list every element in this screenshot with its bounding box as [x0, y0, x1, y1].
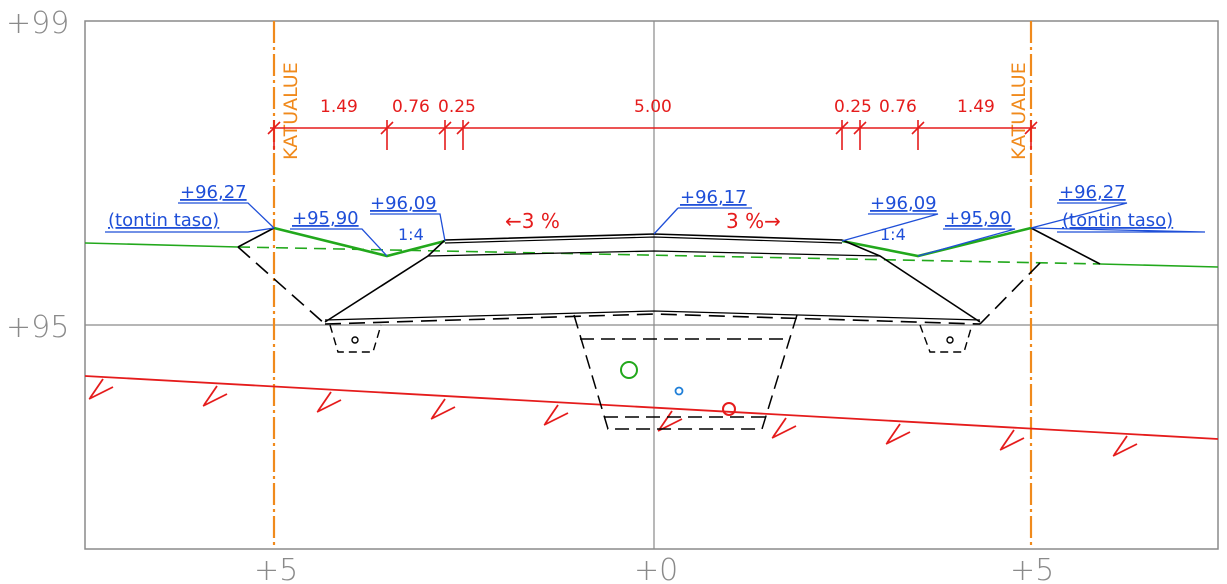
elevation-right-edge: +96,09 — [870, 193, 937, 214]
dimension-left-1: 1.49 — [320, 97, 358, 117]
dimension-right-1: 0.25 — [834, 97, 872, 117]
dimension-right-3: 1.49 — [957, 97, 995, 117]
elevation-left-edge: +96,09 — [370, 193, 437, 214]
green-pipe — [620, 361, 638, 379]
dimension-left-2: 0.76 — [392, 97, 430, 117]
elevation-label-99: +99 — [6, 6, 69, 41]
slope-ratio-left: 1:4 — [398, 225, 424, 244]
station-label-center: +0 — [634, 553, 678, 584]
slope-label-right: 3 %→ — [726, 209, 781, 233]
utility-trench — [573, 314, 798, 430]
elevation-leaders — [105, 202, 1206, 257]
station-label-right: +5 — [1010, 553, 1054, 584]
drawing-frame — [84, 20, 1219, 550]
drain-right — [919, 324, 973, 353]
elevation-left-lot-note: (tontin taso) — [108, 210, 219, 231]
elevation-left-lot: +96,27 — [180, 182, 247, 203]
dimension-right-2: 0.76 — [879, 97, 917, 117]
elevation-label-95: +95 — [6, 310, 69, 345]
station-label-left: +5 — [254, 553, 298, 584]
red-pipe — [722, 402, 736, 416]
zone-label-right: KATUALUE — [1008, 62, 1030, 160]
elevation-center: +96,17 — [680, 187, 747, 208]
slope-label-left: ←3 % — [505, 209, 560, 233]
dimension-left-3: 0.25 — [438, 97, 476, 117]
elevation-right-lot-note: (tontin taso) — [1062, 210, 1173, 231]
planned-green-area — [273, 226, 1032, 258]
terrain-line — [84, 242, 1219, 268]
existing-ground-line — [84, 375, 1219, 457]
elevation-right-lot: +96,27 — [1059, 182, 1126, 203]
zone-label-left: KATUALUE — [280, 62, 302, 160]
elevation-left-ditch: +95,90 — [292, 208, 359, 229]
blue-pipe — [674, 386, 684, 396]
slope-ratio-right: 1:4 — [880, 225, 906, 244]
structure-dashed — [237, 246, 1041, 325]
dimension-line — [267, 120, 1038, 150]
drain-left — [329, 324, 382, 353]
elevation-right-ditch: +95,90 — [945, 208, 1012, 229]
dimension-center: 5.00 — [634, 97, 672, 117]
